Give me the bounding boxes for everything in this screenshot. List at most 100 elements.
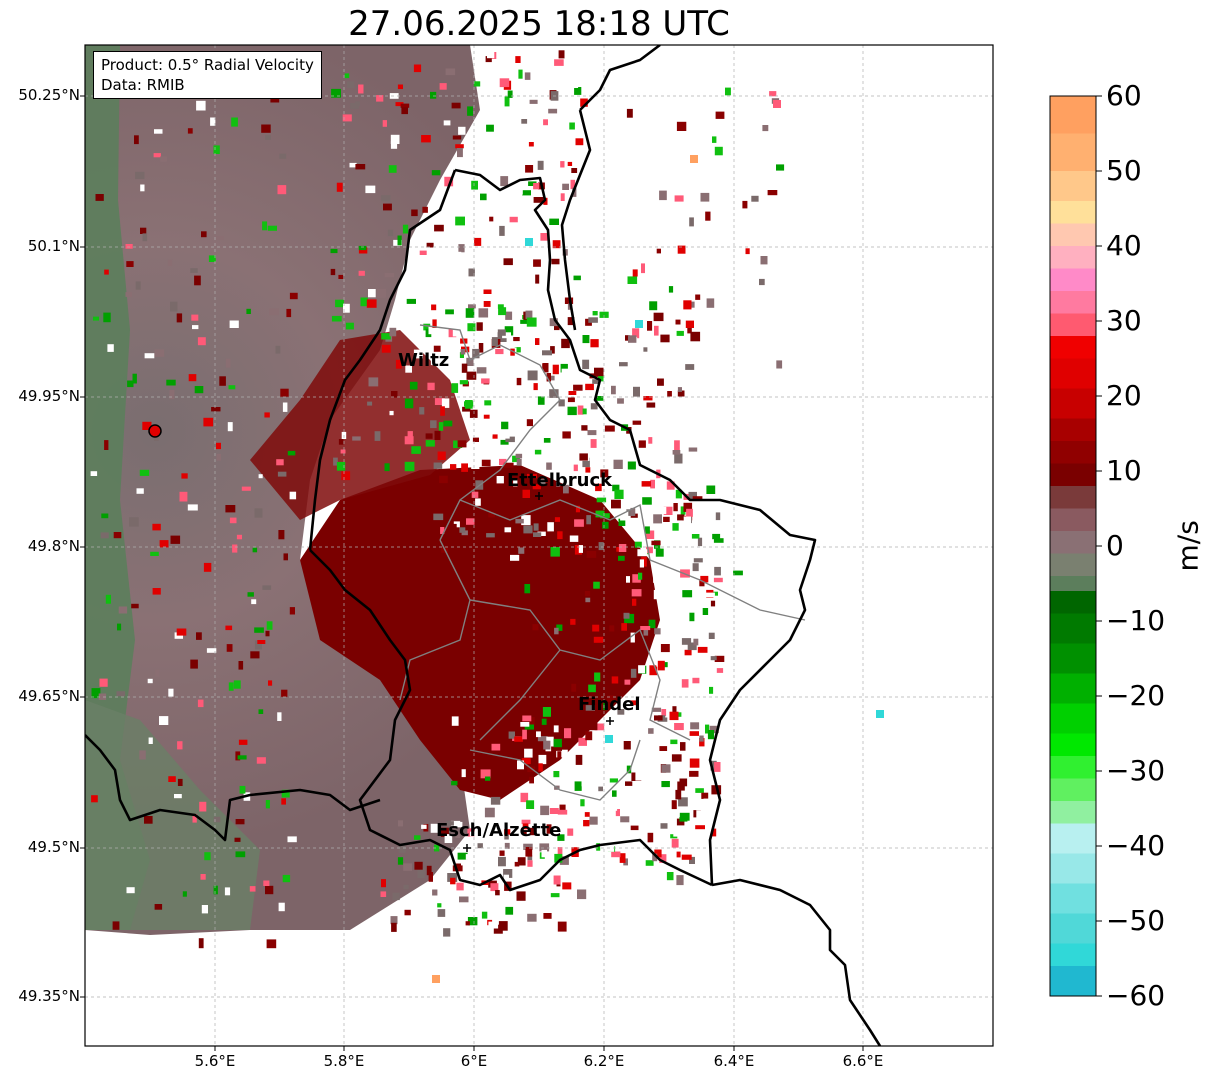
echo-pixel bbox=[627, 461, 636, 470]
echo-pixel bbox=[457, 852, 468, 860]
echo-pixel bbox=[457, 440, 467, 448]
echo-pixel bbox=[450, 820, 461, 827]
echo-pixel bbox=[105, 594, 111, 604]
echo-pixel bbox=[168, 776, 176, 782]
echo-pixel bbox=[497, 770, 502, 778]
echo-pixel bbox=[335, 299, 344, 308]
echo-pixel bbox=[451, 102, 461, 109]
colorbar-tick-label: −20 bbox=[1106, 679, 1166, 712]
echo-pixel bbox=[636, 745, 647, 752]
echo-pixel bbox=[582, 344, 590, 355]
echo-pixel bbox=[513, 479, 518, 487]
echo-pixel bbox=[265, 135, 271, 140]
echo-pixel bbox=[769, 91, 777, 97]
colorbar-band bbox=[1050, 673, 1096, 704]
echo-pixel bbox=[153, 153, 161, 158]
echo-pixel bbox=[600, 513, 610, 519]
echo-pixel bbox=[543, 438, 551, 443]
echo-pixel bbox=[589, 816, 598, 825]
echo-pixel bbox=[419, 407, 425, 415]
echo-pixel bbox=[437, 903, 442, 908]
echo-pixel bbox=[570, 618, 576, 625]
echo-pixel bbox=[467, 917, 478, 926]
echo-pixel bbox=[228, 682, 234, 691]
echo-pixel bbox=[533, 383, 538, 391]
colorbar-band bbox=[1050, 358, 1096, 389]
echo-pixel bbox=[543, 740, 551, 750]
echo-pixel bbox=[398, 820, 403, 827]
echo-pixel bbox=[403, 884, 409, 890]
echo-pixel bbox=[169, 389, 175, 400]
echo-pixel bbox=[710, 656, 717, 661]
echo-pixel bbox=[680, 506, 686, 515]
echo-pixel bbox=[483, 289, 492, 294]
echo-pixel bbox=[567, 317, 575, 326]
echo-pixel bbox=[518, 547, 525, 554]
echo-pixel bbox=[618, 555, 625, 561]
echo-pixel bbox=[134, 135, 139, 145]
echo-pixel bbox=[480, 769, 491, 779]
echo-pixel bbox=[567, 407, 575, 414]
echo-pixel bbox=[420, 923, 425, 928]
echo-pixel bbox=[125, 244, 133, 249]
echo-pixel bbox=[434, 844, 440, 852]
echo-pixel bbox=[466, 357, 474, 366]
echo-pixel bbox=[698, 512, 704, 523]
echo-pixel bbox=[626, 108, 633, 118]
echo-pixel bbox=[99, 678, 108, 687]
echo-pixel bbox=[518, 69, 523, 79]
echo-pixel bbox=[438, 422, 444, 431]
echo-pixel bbox=[452, 329, 462, 337]
echo-pixel bbox=[381, 344, 391, 353]
echo-pixel bbox=[430, 91, 437, 99]
echo-pixel bbox=[648, 776, 655, 785]
echo-pixel bbox=[282, 402, 288, 412]
echo-pixel bbox=[598, 786, 603, 792]
echo-pixel bbox=[404, 461, 415, 472]
echo-pixel bbox=[552, 364, 559, 375]
colorbar-band bbox=[1050, 913, 1096, 944]
echo-pixel bbox=[659, 190, 667, 201]
border-de-fr bbox=[711, 878, 882, 1046]
echo-pixel bbox=[584, 812, 590, 817]
echo-pixel bbox=[279, 153, 287, 159]
echo-pixel bbox=[333, 457, 338, 466]
echo-pixel bbox=[350, 103, 359, 109]
echo-pixel bbox=[574, 87, 582, 95]
colorbar-band bbox=[1050, 703, 1096, 734]
colorbar-band bbox=[1050, 388, 1096, 419]
echo-pixel bbox=[480, 193, 487, 201]
echo-pixel bbox=[381, 195, 391, 202]
echo-pixel bbox=[440, 527, 445, 534]
echo-pixel bbox=[281, 798, 286, 805]
echo-pixel bbox=[254, 627, 264, 633]
echo-pixel bbox=[498, 921, 508, 931]
echo-pixel bbox=[188, 374, 197, 382]
echo-pixel bbox=[682, 590, 693, 598]
echo-pixel bbox=[515, 362, 524, 368]
echo-pixel bbox=[182, 891, 187, 897]
echo-pixel bbox=[194, 386, 204, 394]
echo-pixel bbox=[441, 398, 450, 408]
echo-pixel bbox=[527, 473, 537, 479]
echo-pixel bbox=[503, 869, 513, 878]
echo-pixel bbox=[358, 247, 368, 254]
echo-pixel bbox=[176, 628, 187, 636]
echo-pixel bbox=[270, 96, 280, 103]
echo-pixel bbox=[490, 883, 499, 892]
echo-pixel bbox=[527, 913, 537, 922]
echo-pixel bbox=[505, 119, 515, 128]
echo-pixel bbox=[491, 337, 498, 347]
echo-pixel bbox=[148, 737, 153, 744]
echo-pixel bbox=[663, 516, 670, 522]
colorbar-band bbox=[1050, 531, 1096, 554]
echo-pixel bbox=[516, 891, 526, 901]
echo-pixel bbox=[623, 858, 628, 866]
echo-pixel bbox=[358, 245, 367, 251]
echo-pixel bbox=[631, 378, 641, 387]
echo-pixel bbox=[593, 421, 600, 428]
echo-pixel bbox=[569, 535, 579, 542]
echo-pixel bbox=[532, 624, 539, 631]
echo-pixel bbox=[651, 540, 661, 546]
echo-pixel bbox=[495, 348, 504, 355]
